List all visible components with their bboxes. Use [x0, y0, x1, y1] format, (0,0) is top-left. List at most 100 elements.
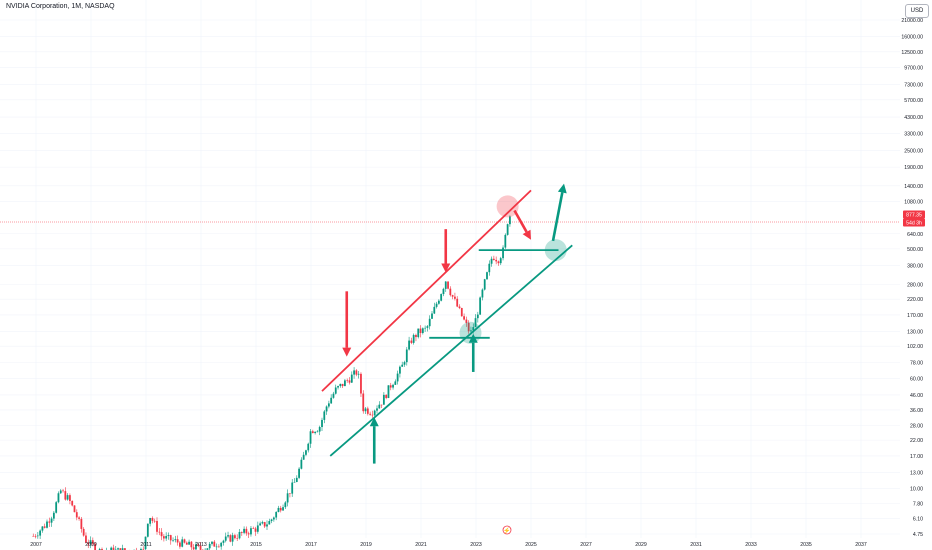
- candle-body: [364, 408, 367, 412]
- candle-body: [366, 408, 369, 414]
- candle-body: [270, 519, 273, 522]
- x-tick-label: 2009: [85, 542, 97, 548]
- candle-body: [424, 327, 427, 329]
- candle-body: [46, 521, 48, 528]
- candle-body: [234, 535, 236, 539]
- candle-body: [64, 491, 67, 500]
- candle-body: [192, 547, 195, 550]
- candle-body: [87, 542, 90, 545]
- y-tick-label: 1900.00: [904, 165, 923, 171]
- y-tick-label: 78.00: [910, 361, 923, 367]
- y-tick-label: 12500.00: [901, 50, 923, 56]
- candle-body: [323, 411, 326, 420]
- trend-channel-line: [329, 244, 573, 457]
- candle-body: [410, 340, 413, 343]
- candle-body: [183, 539, 186, 543]
- candle-body: [481, 289, 484, 298]
- candle-body: [71, 500, 74, 506]
- candle-body: [490, 258, 493, 264]
- y-axis[interactable]: 21000.00 16000.00 12500.00 9700.00 7300.00 57…: [901, 18, 925, 538]
- candle-body: [263, 522, 266, 527]
- candle-body: [268, 521, 271, 525]
- candle-body: [346, 380, 349, 381]
- candle-body: [454, 296, 456, 299]
- symbol-title: NVIDIA Corporation, 1M, NASDAQ: [6, 3, 115, 10]
- candle-body: [449, 288, 452, 296]
- candle-body: [55, 502, 58, 513]
- y-tick-label: 46.00: [910, 393, 923, 399]
- x-tick-label: 2017: [305, 542, 317, 548]
- event-icon[interactable]: ⚡: [502, 525, 512, 535]
- currency-button[interactable]: USD: [905, 4, 929, 18]
- y-tick-label: 21000.00: [901, 18, 923, 24]
- drawings: [321, 183, 573, 464]
- candle-body: [344, 380, 346, 387]
- candle-body: [73, 505, 76, 513]
- candle-body: [463, 316, 465, 320]
- candle-body: [284, 502, 287, 508]
- candle-body: [412, 334, 415, 343]
- candle-body: [149, 517, 152, 524]
- y-tick-label: 3300.00: [904, 131, 923, 137]
- candle-body: [211, 541, 213, 544]
- candle-body: [213, 541, 216, 547]
- candle-body: [442, 288, 445, 295]
- candle-body: [231, 535, 234, 542]
- y-tick-label: 36.00: [910, 408, 923, 414]
- candle-body: [314, 431, 317, 434]
- y-tick-label: 4300.00: [904, 115, 923, 121]
- candle-body: [499, 258, 502, 264]
- price-label-text: 54d 3h: [906, 220, 922, 226]
- candle-body: [316, 431, 319, 433]
- candle-body: [254, 528, 257, 532]
- candle-body: [101, 548, 103, 550]
- diagonal-arrow-shaft: [513, 209, 528, 233]
- candle-body: [39, 530, 42, 536]
- y-tick-label: 220.00: [907, 297, 923, 303]
- candle-body: [195, 544, 197, 550]
- y-tick-label: 500.00: [907, 247, 923, 253]
- price-label-box: [903, 218, 925, 227]
- candle-body: [197, 544, 200, 546]
- candle-body: [206, 548, 209, 550]
- candle-body: [85, 535, 87, 543]
- y-tick-label: 13.00: [910, 470, 923, 476]
- svg-text:⚡: ⚡: [503, 527, 510, 535]
- candle-body: [289, 493, 291, 494]
- candle-body: [369, 413, 372, 415]
- y-tick-label: 22.00: [910, 438, 923, 444]
- candle-body: [158, 531, 161, 533]
- candle-body: [433, 306, 436, 314]
- up-arrow-head: [369, 417, 379, 427]
- candle-body: [112, 547, 115, 550]
- candle-body: [509, 216, 511, 225]
- x-tick-label: 2033: [745, 542, 757, 548]
- candle-body: [506, 224, 509, 235]
- candle-body: [52, 512, 55, 519]
- candle-body: [291, 482, 294, 494]
- candle-body: [62, 490, 64, 492]
- candle-body: [403, 362, 406, 365]
- y-tick-label: 5700.00: [904, 98, 923, 104]
- candle-body: [169, 535, 172, 541]
- candle-body: [396, 373, 399, 382]
- candle-body: [227, 535, 229, 537]
- candle-body: [341, 383, 344, 387]
- candle-body: [460, 308, 463, 317]
- y-tick-label: 1400.00: [904, 184, 923, 190]
- candle-body: [318, 427, 321, 432]
- candle-body: [98, 548, 101, 550]
- y-tick-label: 7.80: [913, 502, 923, 508]
- candle-body: [119, 548, 122, 550]
- candle-body: [256, 525, 259, 532]
- x-tick-label: 2019: [360, 542, 372, 548]
- candle-body: [408, 340, 410, 350]
- x-tick-label: 2013: [195, 542, 207, 548]
- candle-body: [488, 263, 491, 273]
- candle-body: [371, 414, 374, 416]
- candle-body: [156, 521, 158, 532]
- x-axis[interactable]: 2007 2009 2011 2013 2015 2017 2019 2021 2023 2025…: [30, 542, 867, 548]
- candle-body: [275, 511, 278, 518]
- candle-body: [91, 540, 94, 544]
